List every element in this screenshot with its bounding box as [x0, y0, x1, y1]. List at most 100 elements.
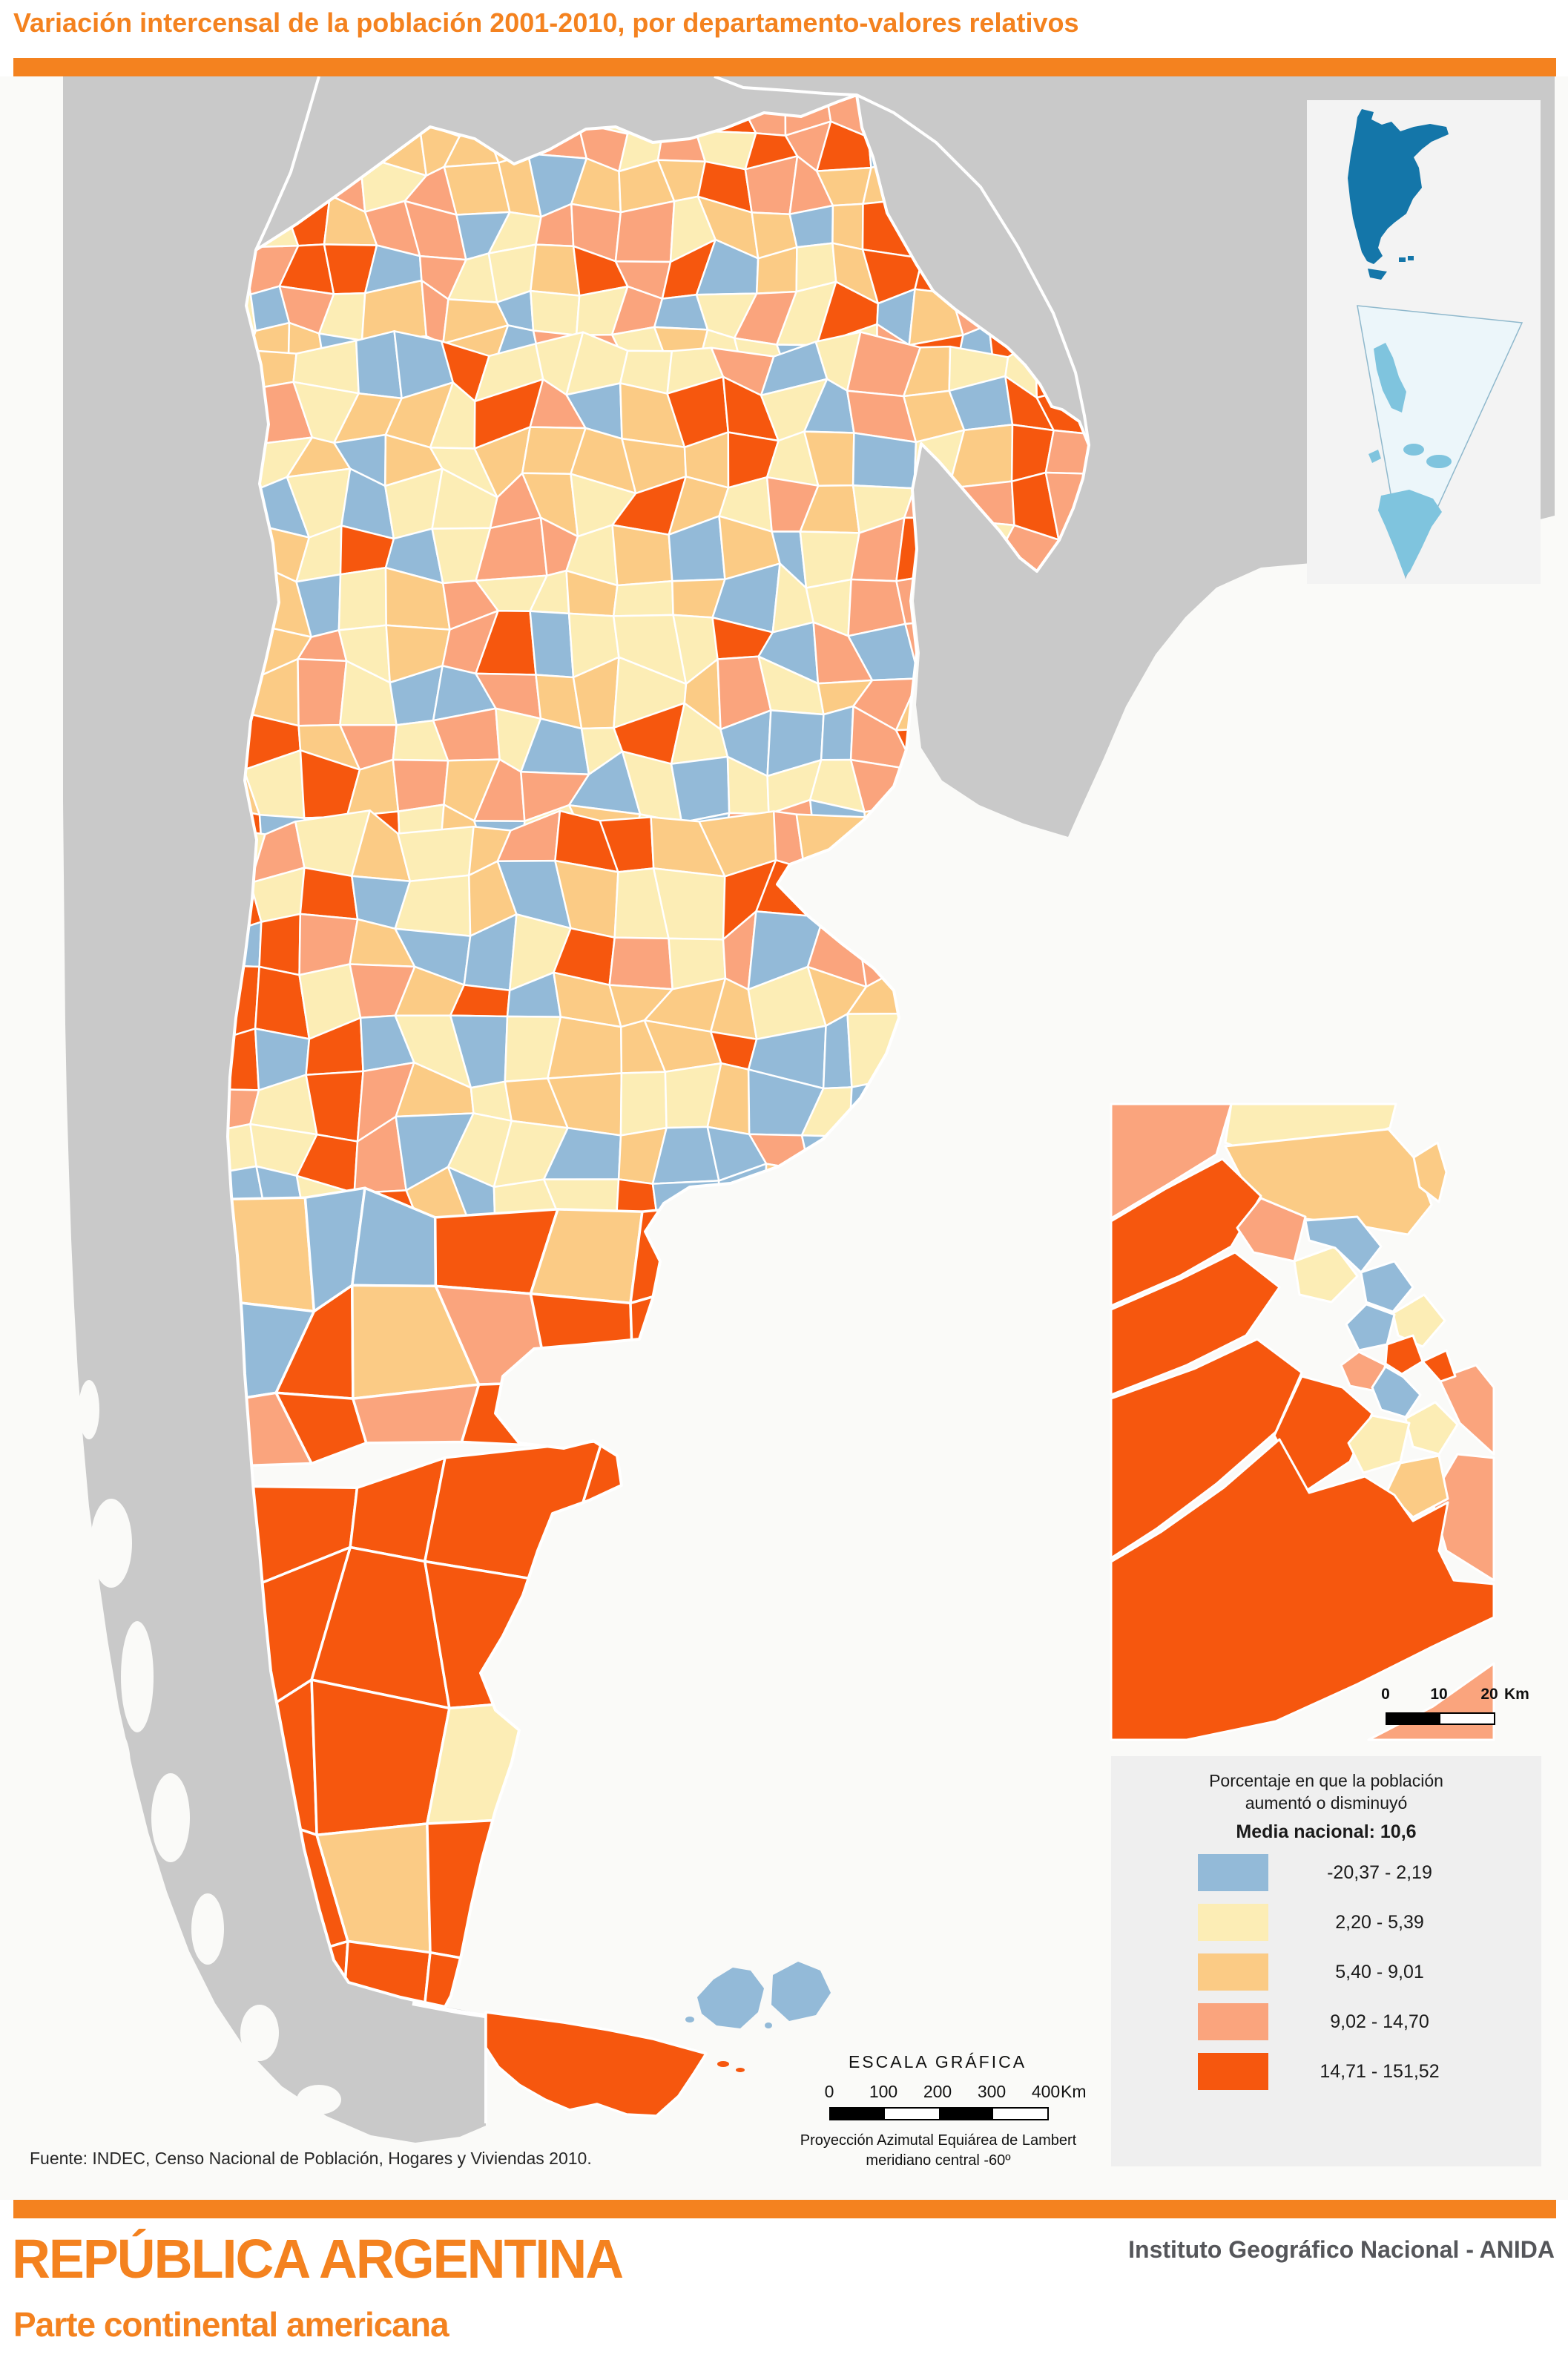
amba-department-cell [1404, 1401, 1459, 1456]
scale-segment [1440, 1714, 1494, 1723]
locator-argentina-silhouette [1348, 109, 1449, 264]
inset-scale-bar-graphic [1386, 1712, 1495, 1725]
amba-department-cell [1340, 1350, 1387, 1393]
scale-segment [885, 2109, 939, 2119]
amba-department-cell [1110, 1103, 1233, 1220]
department-cell [530, 243, 581, 297]
tierra-del-fuego [484, 2011, 708, 2117]
inset-scale-bar: 0 10 20 Km [1377, 1686, 1540, 1730]
locator-inset [1307, 100, 1541, 584]
amba-department-cell [1273, 1375, 1374, 1493]
neighbor-countries-shape [63, 76, 1555, 2143]
malvinas-islands [685, 1962, 831, 2028]
department-cell [608, 936, 673, 990]
legend-label: 14,71 - 151,52 [1320, 2060, 1440, 2082]
legend-swatch-salmon [1198, 2003, 1268, 2040]
scale-tick: 200 [923, 2082, 952, 2101]
locator-malvinas [1399, 256, 1414, 262]
amba-department-cell [1360, 1260, 1414, 1313]
amba-department-cell [1293, 1245, 1359, 1304]
projection-line2: meridiano central -60º [866, 2152, 1011, 2169]
scale-unit: Km [1061, 2082, 1087, 2101]
graphic-scale-title: ESCALA GRÁFICA [848, 2052, 1027, 2071]
scale-segment [939, 2109, 993, 2119]
department-cell [831, 203, 864, 251]
department-cell [299, 867, 359, 921]
inset-scale-tick: 10 [1430, 1686, 1448, 1703]
department-cell [258, 913, 302, 976]
legend-row: 2,20 - 5,39 [1198, 1904, 1491, 1941]
scale-segment [1387, 1714, 1440, 1723]
department-cell [397, 825, 475, 882]
map-canvas [0, 76, 1568, 2200]
legend-swatch-pale-yellow [1198, 1904, 1268, 1941]
department-cell [297, 657, 348, 727]
department-cell [337, 566, 387, 631]
legend-label: 5,40 - 9,01 [1335, 1961, 1424, 1982]
legend-national-mean: Media nacional: 10,6 [1236, 1821, 1417, 1842]
fuegian-islets [717, 2061, 745, 2072]
legend-row: -20,37 - 2,19 [1198, 1854, 1491, 1891]
department-cell [392, 758, 449, 812]
legend-label: 9,02 - 14,70 [1330, 2011, 1429, 2032]
scale-segment [831, 2109, 885, 2119]
locator-antarctic-land [1368, 343, 1452, 576]
legend-row: 5,40 - 9,01 [1198, 1953, 1491, 1991]
chile-fjords [79, 1380, 341, 2114]
amba-department-cell [1347, 1414, 1411, 1474]
amba-department-cell [1386, 1454, 1449, 1519]
department-cell [851, 432, 918, 490]
legend-swatch-dark-orange [1198, 2053, 1268, 2090]
legend-row: 14,71 - 151,52 [1198, 2053, 1491, 2090]
department-cell [619, 1071, 668, 1137]
scale-segment [993, 2109, 1047, 2119]
legend-title-line1: Porcentaje en que la población [1209, 1771, 1443, 1790]
footer-divider-bar [13, 2200, 1556, 2218]
legend-swatch-orange [1198, 1953, 1268, 1991]
amba-department-cell [1384, 1334, 1424, 1376]
amba-department-cell [1421, 1349, 1457, 1383]
projection-line1: Proyección Azimutal Equiárea de Lambert [800, 2132, 1077, 2149]
page-title: Variación intercensal de la población 20… [13, 7, 1079, 38]
source-note: Fuente: INDEC, Censo Nacional de Poblaci… [30, 2149, 592, 2168]
legend-rows: -20,37 - 2,19 2,20 - 5,39 5,40 - 9,01 9,… [1198, 1854, 1491, 2103]
amba-department-cell [1345, 1303, 1396, 1352]
footer-country-title: REPÚBLICA ARGENTINA [12, 2228, 624, 2290]
department-cell [547, 1016, 623, 1080]
scale-tick: 400 [1031, 2082, 1061, 2101]
graphic-scale: ESCALA GRÁFICA 0 100 200 300 400 Km [822, 2052, 1098, 2126]
amba-department-cell [1437, 1364, 1495, 1456]
scale-bar-graphic [829, 2107, 1049, 2120]
argentina-choropleth-map [0, 76, 1568, 2200]
amba-department-cell [1391, 1293, 1446, 1348]
amba-department-cell [1110, 1438, 1495, 1741]
scale-tick: 0 [824, 2082, 834, 2101]
scale-tick: 300 [977, 2082, 1007, 2101]
locator-tierra-del-fuego [1368, 269, 1387, 280]
projection-note: Proyección Azimutal Equiárea de Lambert … [771, 2131, 1105, 2171]
amba-inset [1110, 1103, 1495, 1741]
amba-department-cell [1110, 1251, 1281, 1396]
legend-panel: Porcentaje en que la población aumentó o… [1111, 1756, 1541, 2166]
legend-label: -20,37 - 2,19 [1327, 1861, 1432, 1883]
amba-department-cell [1236, 1197, 1307, 1263]
department-cell [820, 705, 854, 761]
department-cell [612, 579, 674, 617]
department-cell [529, 610, 575, 679]
department-cell [670, 755, 731, 824]
inset-scale-unit: Km [1504, 1686, 1529, 1703]
footer-agency: Instituto Geográfico Nacional - ANIDA [1128, 2236, 1555, 2263]
amba-department-cell [1412, 1141, 1448, 1203]
header-divider-bar [13, 58, 1556, 76]
legend-swatch-blue [1198, 1854, 1268, 1891]
amba-department-cell [1371, 1365, 1422, 1419]
footer-subtitle: Parte continental americana [13, 2305, 449, 2344]
department-cell [611, 524, 673, 587]
department-cell [530, 289, 581, 336]
scale-tick: 100 [869, 2082, 898, 2101]
legend-row: 9,02 - 14,70 [1198, 2003, 1491, 2040]
legend-label: 2,20 - 5,39 [1335, 1911, 1424, 1933]
inset-scale-tick: 0 [1381, 1686, 1390, 1703]
legend-title-line2: aumentó o disminuyó [1245, 1793, 1408, 1813]
inset-scale-tick: 20 [1480, 1686, 1498, 1703]
